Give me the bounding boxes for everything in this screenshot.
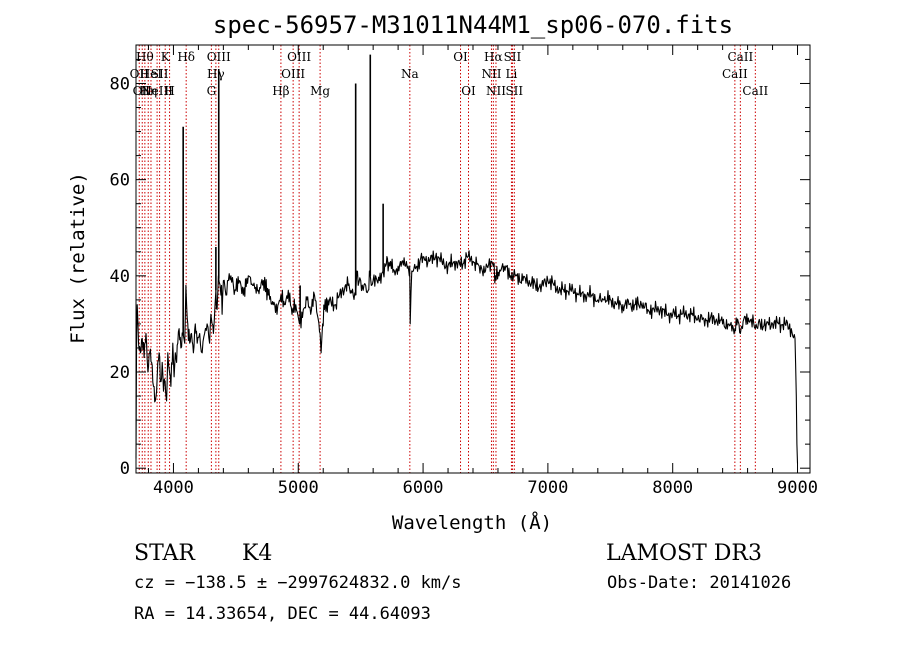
line-marker-label: OII <box>133 84 153 98</box>
x-tick-label: 4000 <box>153 478 194 498</box>
line-marker-label: NeIII <box>141 84 173 98</box>
line-marker-label: CaII <box>742 84 768 98</box>
line-marker-label: OIII <box>207 50 231 64</box>
x-axis-ticks: 4000 5000 6000 7000 8000 9000 <box>147 45 818 498</box>
plot-frame <box>135 44 811 474</box>
line-marker-label: G <box>207 84 217 98</box>
line-marker-label: Li <box>506 67 518 81</box>
coordinates: RA = 14.33654, DEC = 44.64093 <box>134 604 431 624</box>
line-marker-label: Hη <box>139 84 157 98</box>
line-marker-label: Hγ <box>207 67 225 81</box>
line-marker-label: H <box>164 84 174 98</box>
line-marker-label: SII <box>505 84 523 98</box>
line-marker-label: SII <box>151 67 169 81</box>
line-marker-label: Na <box>401 67 419 81</box>
spectrum-series <box>135 54 799 464</box>
x-tick-label: 9000 <box>777 478 818 498</box>
y-axis-label: Flux (relative) <box>67 172 89 344</box>
y-axis-ticks: 0 20 40 60 80 <box>110 58 810 479</box>
x-tick-label: 8000 <box>652 478 693 498</box>
y-tick-label: 20 <box>110 363 130 383</box>
line-marker-label: NII <box>486 84 506 98</box>
x-tick-label: 7000 <box>527 478 568 498</box>
line-markers <box>138 45 756 473</box>
x-axis-label: Wavelength (Å) <box>392 511 552 534</box>
spectrum-line <box>135 250 799 464</box>
line-marker-label: K <box>161 50 171 64</box>
line-marker-label: CaII <box>722 67 748 81</box>
line-marker-labels: OII OII Hθ Hη HeI NeIII SII K H Hδ G Hγ OIII Hβ OIII OI… <box>130 50 769 98</box>
observation-date: Obs-Date: 20141026 <box>607 573 791 593</box>
line-marker-label: Hβ <box>272 84 289 98</box>
chart-title: spec-56957-M31011N44M1_sp06-070.fits <box>213 11 733 39</box>
survey-name: LAMOST DR3 <box>606 541 762 566</box>
line-marker-label: Mg <box>310 84 330 98</box>
y-tick-label: 40 <box>110 267 130 287</box>
line-marker-label: HeI <box>140 67 163 81</box>
y-tick-label: 0 <box>120 459 130 479</box>
y-tick-label: 60 <box>110 171 130 191</box>
line-marker-label: Hδ <box>177 50 195 64</box>
x-tick-label: 5000 <box>278 478 319 498</box>
line-marker-label: OIII <box>281 67 305 81</box>
y-tick-label: 80 <box>110 74 130 94</box>
redshift-velocity: cz = −138.5 ± −2997624832.0 km/s <box>134 573 462 593</box>
line-marker-label: OII <box>130 67 150 81</box>
line-marker-label: Hα <box>484 50 503 64</box>
x-tick-label: 6000 <box>403 478 444 498</box>
line-marker-label: OI <box>453 50 468 64</box>
line-marker-label: CaII <box>727 50 753 64</box>
line-marker-label: NII <box>481 67 501 81</box>
line-marker-label: OI <box>461 84 476 98</box>
object-class: STAR <box>134 541 196 566</box>
line-marker-label: Hθ <box>136 50 154 64</box>
object-subclass: K4 <box>242 541 272 566</box>
line-marker-label: OIII <box>287 50 311 64</box>
line-marker-label: SII <box>504 50 522 64</box>
